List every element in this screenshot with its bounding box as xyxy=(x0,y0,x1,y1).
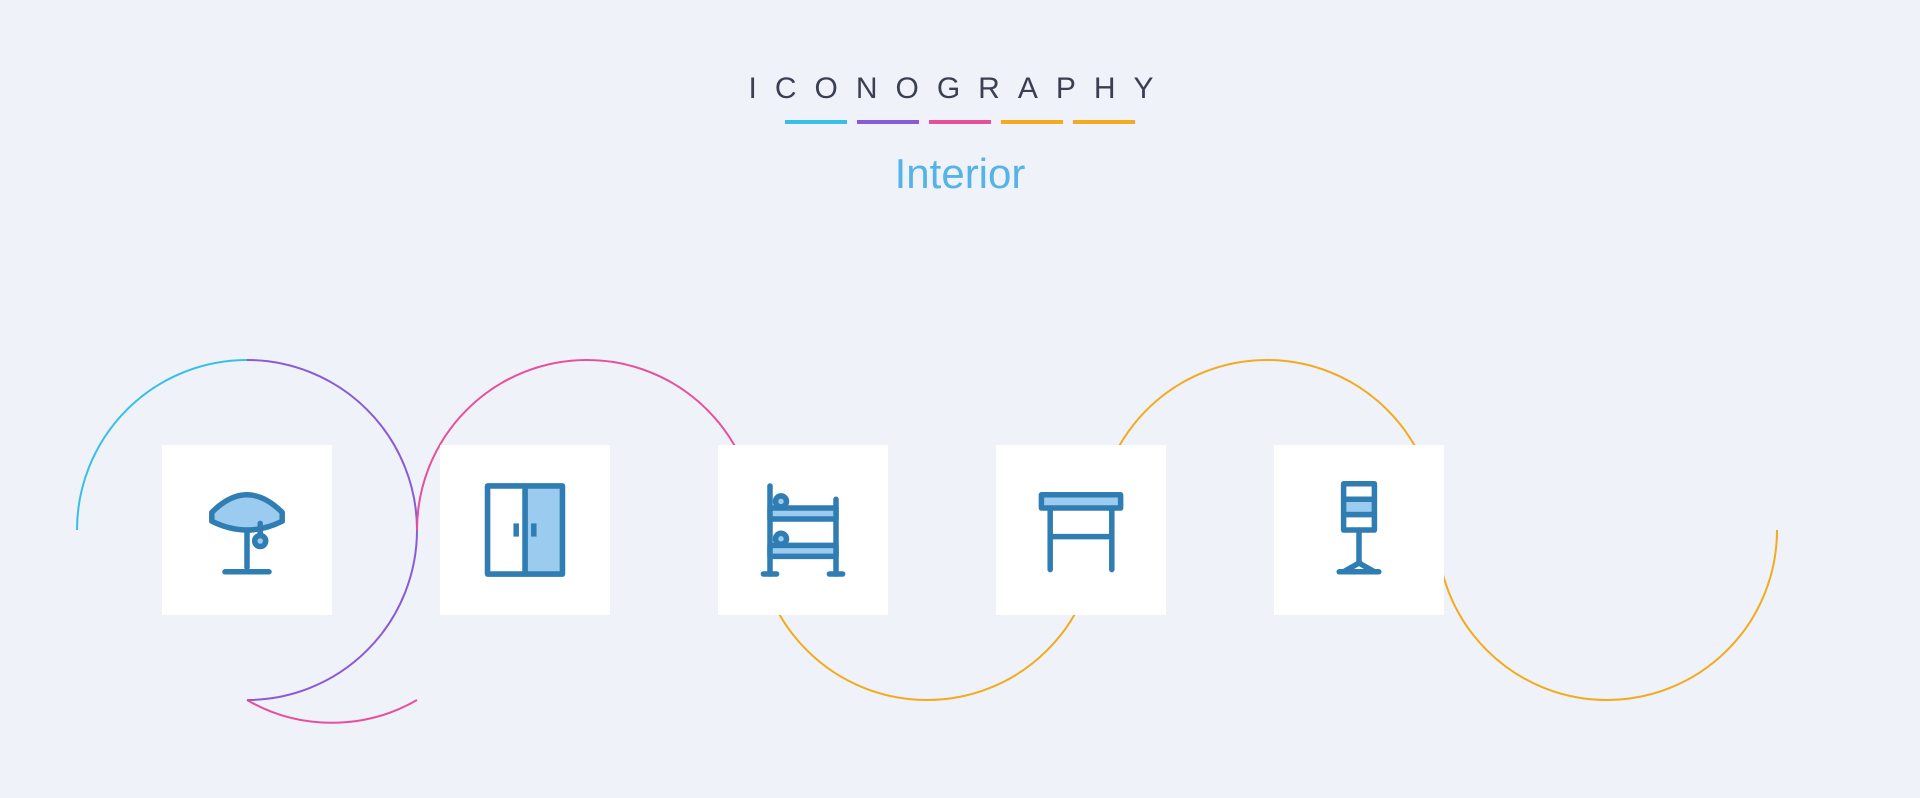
subtitle: Interior xyxy=(0,150,1920,198)
bunk-bed-icon xyxy=(748,475,858,585)
icon-tile xyxy=(440,445,610,615)
underline-seg xyxy=(857,120,919,124)
brand-title: ICONOGRAPHY xyxy=(0,72,1920,106)
wardrobe-icon xyxy=(470,475,580,585)
underline-seg xyxy=(785,120,847,124)
icon-tile xyxy=(718,445,888,615)
underline-seg xyxy=(1073,120,1135,124)
underline-seg xyxy=(929,120,991,124)
icon-tile xyxy=(162,445,332,615)
lamp-icon xyxy=(192,475,302,585)
header: ICONOGRAPHY Interior xyxy=(0,0,1920,198)
icon-tile xyxy=(996,445,1166,615)
underline-seg xyxy=(1001,120,1063,124)
brand-underline xyxy=(0,120,1920,124)
floor-lamp-icon xyxy=(1304,475,1414,585)
icon-tile xyxy=(1274,445,1444,615)
table-icon xyxy=(1026,475,1136,585)
